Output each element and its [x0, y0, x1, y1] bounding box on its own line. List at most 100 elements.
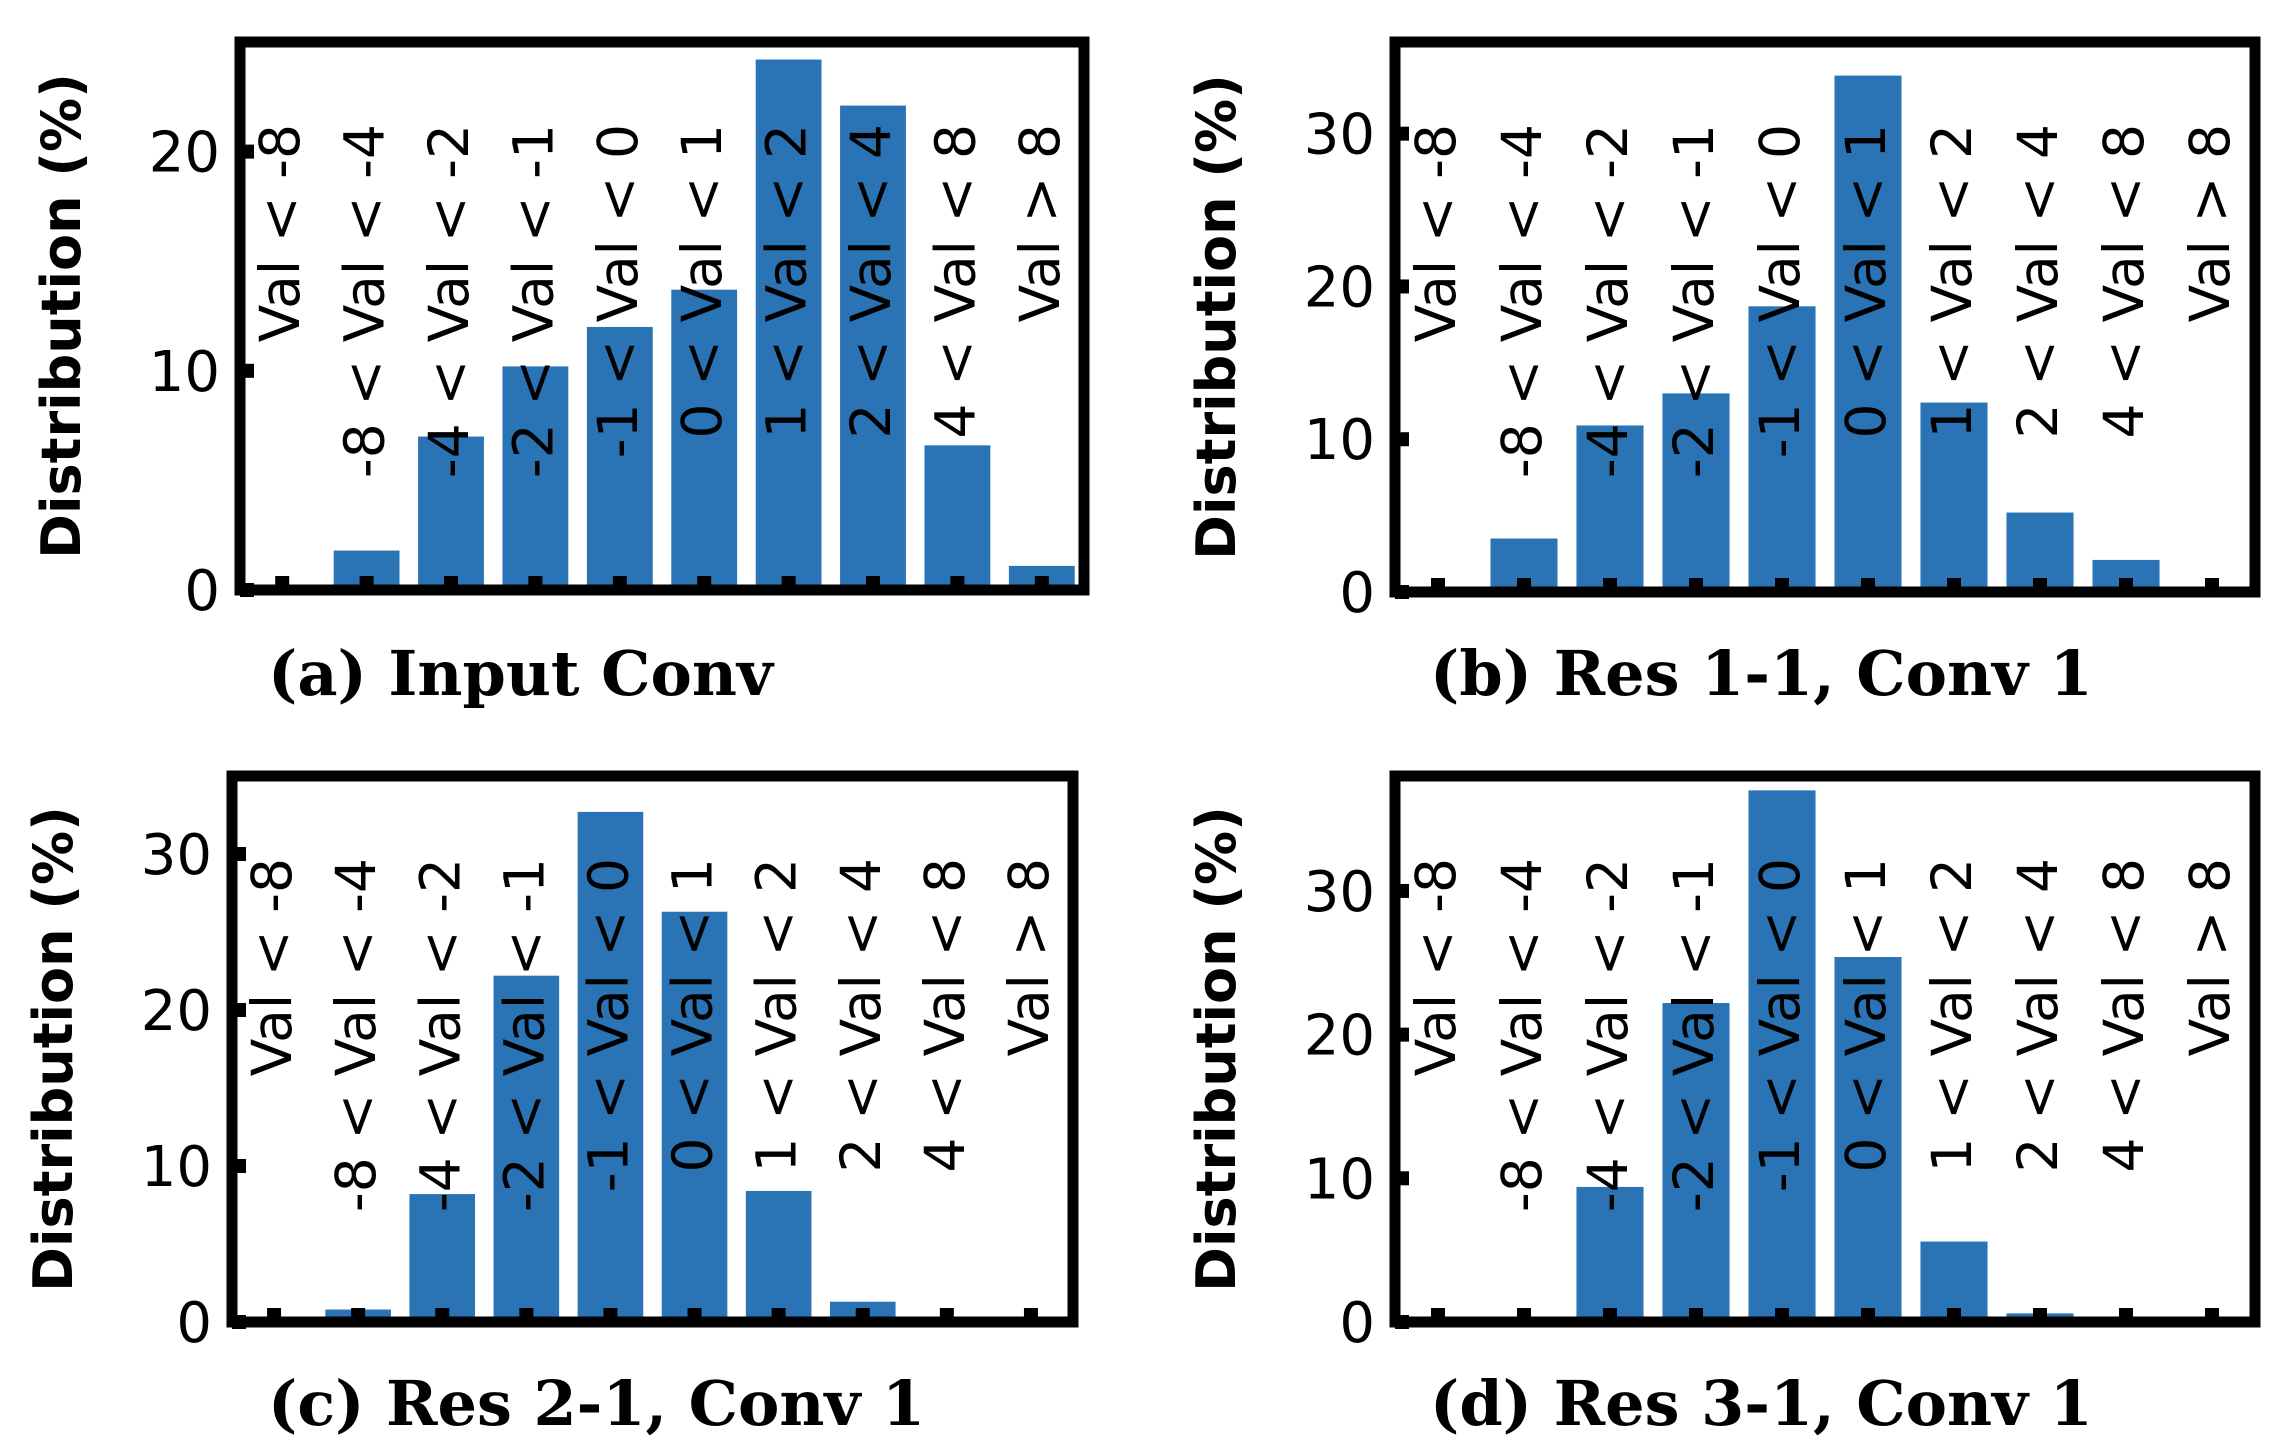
- category-label-0: Val < -8: [240, 858, 304, 1076]
- chart-panel-1: Val < -8 -8 < Val < -4 -4 < Val < -2 -2 < V…: [1185, 36, 2261, 710]
- bar-6: [1920, 402, 1988, 592]
- category-label-8: 4 < Val < 8: [2092, 124, 2156, 438]
- category-label-0: Val < -8: [1404, 858, 1468, 1076]
- y-tick-label-1: 10: [1304, 1147, 1375, 1212]
- category-label-2: -4 < Val < -2: [417, 124, 481, 478]
- x-tick-9: [1023, 1308, 1038, 1322]
- bar-5: [671, 289, 738, 590]
- bar-4: [577, 811, 644, 1322]
- x-tick-7: [2033, 1308, 2047, 1322]
- bar-3: [1662, 1003, 1730, 1322]
- category-label-7: 2 < Val < 4: [839, 124, 903, 438]
- x-tick-0: [267, 1308, 282, 1322]
- category-label-4: -1 < Val < 0: [1748, 124, 1812, 458]
- y-tick-2: [1395, 279, 1409, 294]
- category-label-1: -8 < Val < -4: [333, 124, 397, 478]
- y-tick-2: [232, 1003, 246, 1017]
- bar-3: [493, 975, 560, 1322]
- x-tick-1: [1517, 578, 1531, 592]
- x-tick-1: [1517, 1308, 1531, 1322]
- panel-caption: (d) Res 3-1, Conv 1: [1430, 1367, 2093, 1440]
- x-tick-5: [697, 576, 712, 590]
- bar-7: [840, 105, 906, 591]
- category-label-4: -1 < Val < 0: [576, 858, 640, 1192]
- y-tick-label-1: 10: [1304, 408, 1375, 473]
- x-tick-8: [2119, 578, 2133, 592]
- category-label-5: 0 < Val < 1: [670, 124, 734, 438]
- x-tick-5: [687, 1308, 702, 1322]
- y-tick-label-2: 20: [1304, 1004, 1375, 1069]
- y-axis-label: Distribution (%): [1185, 806, 1248, 1292]
- x-tick-2: [444, 576, 458, 590]
- category-label-6: 1 < Val < 2: [755, 124, 819, 438]
- bar-3: [1662, 393, 1730, 592]
- bar-4: [586, 326, 653, 590]
- y-tick-3: [232, 847, 246, 861]
- chart-panel-2: Val < -8 -8 < Val < -4 -4 < Val < -2 -2 < V…: [22, 770, 1079, 1440]
- category-label-2: -4 < Val < -2: [1576, 124, 1640, 478]
- chart-panel-3: Val < -8 -8 < Val < -4 -4 < Val < -2 -2 < V…: [1185, 770, 2261, 1440]
- y-tick-0: [1395, 1315, 1409, 1329]
- bar-8: [924, 445, 991, 590]
- x-tick-0: [1431, 1308, 1445, 1322]
- x-tick-5: [1861, 1308, 1875, 1322]
- x-tick-1: [359, 576, 374, 590]
- bar-4: [1748, 306, 1816, 592]
- bar-2: [1576, 1186, 1644, 1322]
- y-tick-label-1: 10: [141, 1135, 212, 1200]
- plot-frame: [226, 770, 1079, 1328]
- category-label-6: 1 < Val < 2: [1920, 858, 1984, 1172]
- category-label-7: 2 < Val < 4: [2006, 858, 2070, 1172]
- x-tick-8: [2119, 1308, 2133, 1322]
- category-label-7: 2 < Val < 4: [2006, 124, 2070, 438]
- y-tick-1: [1395, 1171, 1409, 1186]
- y-tick-3: [1395, 126, 1409, 141]
- y-tick-2: [1395, 1027, 1409, 1042]
- category-label-5: 0 < Val < 1: [1834, 858, 1898, 1172]
- y-tick-0: [240, 583, 254, 597]
- x-tick-9: [2205, 578, 2219, 592]
- y-tick-1: [232, 1159, 246, 1173]
- y-tick-label-3: 30: [141, 823, 212, 888]
- category-label-8: 4 < Val < 8: [913, 858, 977, 1172]
- y-tick-label-2: 20: [1304, 255, 1375, 320]
- x-tick-1: [351, 1308, 366, 1322]
- panel-caption: (c) Res 2-1, Conv 1: [268, 1367, 925, 1440]
- panel-caption: (a) Input Conv: [268, 637, 775, 710]
- x-tick-0: [275, 576, 290, 590]
- x-tick-8: [950, 576, 965, 590]
- x-tick-6: [1947, 1308, 1961, 1322]
- y-tick-2: [240, 144, 254, 159]
- x-tick-6: [781, 576, 796, 590]
- x-tick-7: [855, 1308, 870, 1322]
- bar-6: [745, 1190, 812, 1322]
- category-label-3: -2 < Val < -1: [1662, 858, 1726, 1212]
- plot-frame: [234, 36, 1090, 596]
- x-tick-3: [1689, 578, 1703, 592]
- bar-6: [755, 59, 822, 590]
- category-label-6: 1 < Val < 2: [1920, 124, 1984, 438]
- plot-frame: [1389, 770, 2261, 1328]
- x-tick-7: [2033, 578, 2047, 592]
- x-tick-5: [1861, 578, 1875, 592]
- category-label-9: Val > 8: [1008, 124, 1072, 322]
- bar-5: [1834, 957, 1902, 1322]
- category-label-5: 0 < Val < 1: [661, 858, 725, 1172]
- y-tick-label-3: 30: [1304, 860, 1375, 925]
- x-tick-8: [939, 1308, 954, 1322]
- y-axis-label: Distribution (%): [22, 806, 85, 1292]
- x-tick-4: [1775, 578, 1789, 592]
- category-label-9: Val > 8: [2178, 858, 2242, 1056]
- category-label-3: -2 < Val < -1: [501, 124, 565, 478]
- category-label-0: Val < -8: [248, 124, 312, 342]
- category-label-4: -1 < Val < 0: [1748, 858, 1812, 1192]
- bar-5: [661, 911, 728, 1322]
- x-tick-4: [603, 1308, 618, 1322]
- category-label-8: 4 < Val < 8: [2092, 858, 2156, 1172]
- category-label-1: -8 < Val < -4: [1490, 124, 1554, 478]
- category-label-2: -4 < Val < -2: [1576, 858, 1640, 1212]
- y-tick-0: [232, 1315, 246, 1329]
- category-label-9: Val > 8: [997, 858, 1061, 1056]
- x-tick-4: [1775, 1308, 1789, 1322]
- category-label-6: 1 < Val < 2: [745, 858, 809, 1172]
